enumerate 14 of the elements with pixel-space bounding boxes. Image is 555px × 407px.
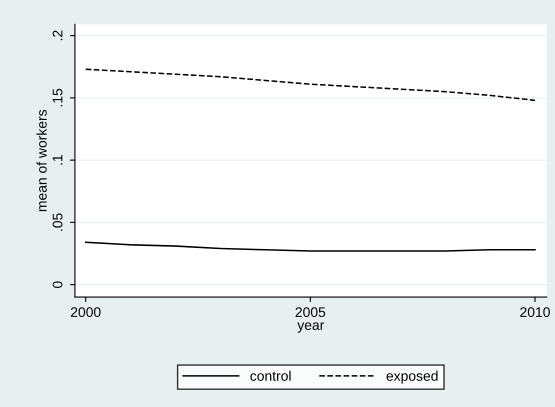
x-axis-title: year bbox=[297, 322, 324, 333]
x-tick-label: 2010 bbox=[520, 307, 550, 318]
y-tick-label: 0 bbox=[52, 281, 62, 288]
y-tick-label: .05 bbox=[52, 213, 62, 231]
x-tick-label: 2000 bbox=[70, 307, 101, 318]
legend-label: exposed bbox=[386, 370, 438, 384]
line-series bbox=[84, 68, 536, 102]
y-axis-title: mean of workers bbox=[36, 110, 47, 212]
line-series bbox=[84, 242, 536, 252]
y-tick-label: .2 bbox=[52, 30, 62, 40]
y-tick-label: .15 bbox=[52, 88, 62, 106]
x-tick-label: 2005 bbox=[296, 307, 326, 318]
y-tick-label: .1 bbox=[52, 155, 62, 165]
legend-label: control bbox=[250, 370, 291, 381]
